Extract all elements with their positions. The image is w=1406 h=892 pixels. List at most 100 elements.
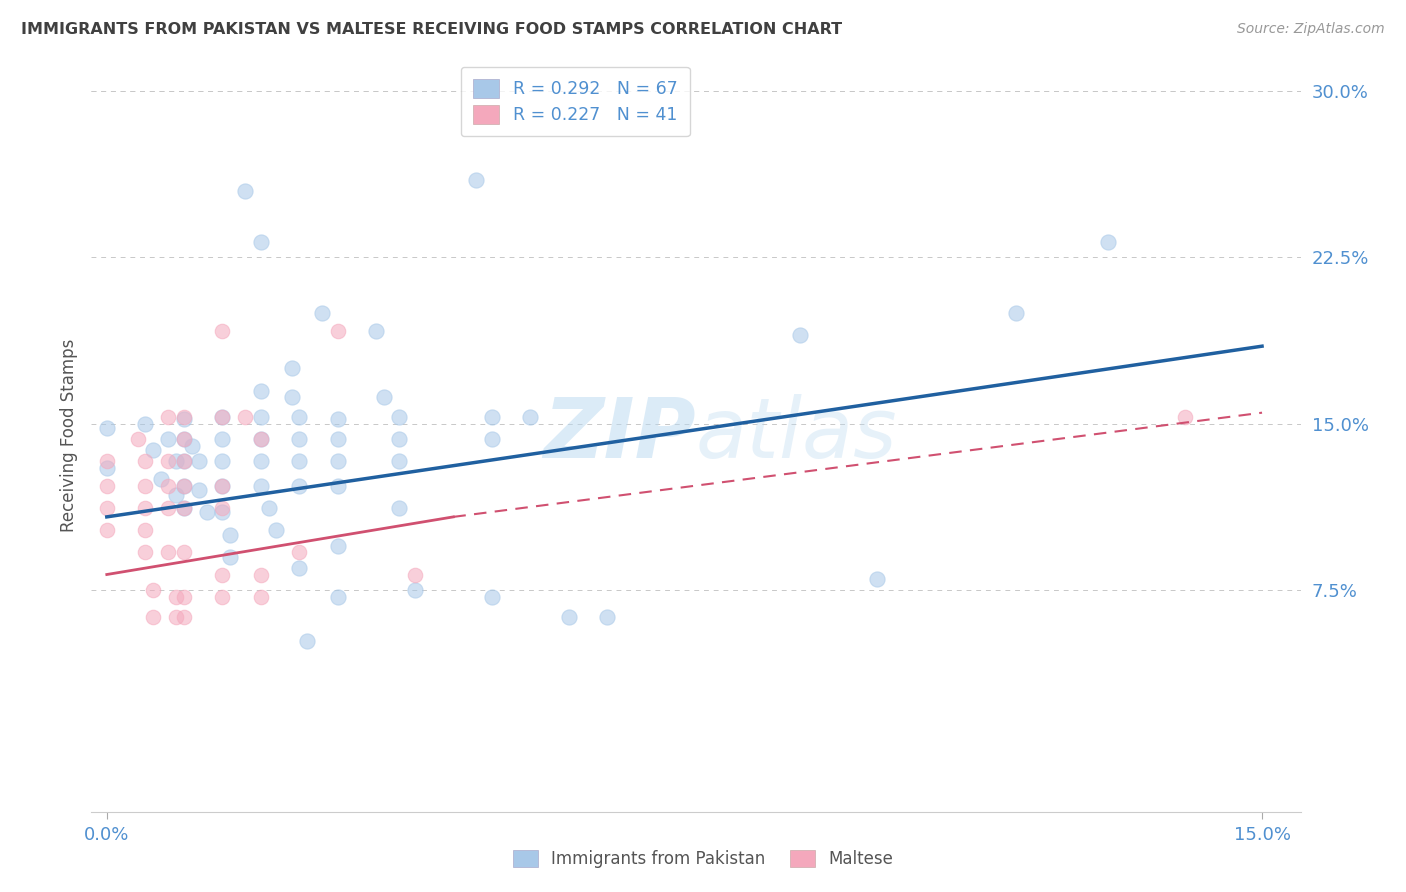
Point (366, 324, 388, 338)
Point (96, 501, 118, 516)
Point (326, 432, 349, 446)
Point (157, 501, 180, 516)
Point (173, 479, 195, 493)
Point (96, 454, 118, 468)
Point (157, 479, 180, 493)
Point (373, 390, 395, 404)
Point (326, 539, 349, 553)
Point (173, 609, 195, 624)
Point (173, 454, 195, 468)
Point (134, 545, 156, 559)
Point (96, 523, 118, 537)
Point (195, 505, 218, 519)
Point (388, 454, 411, 468)
Point (173, 454, 195, 468)
Point (264, 523, 287, 537)
Point (173, 501, 195, 516)
Point (288, 432, 311, 446)
Point (311, 306, 333, 320)
Point (173, 432, 195, 446)
Point (250, 432, 273, 446)
Point (257, 501, 280, 516)
Point (142, 582, 165, 597)
Point (465, 173, 488, 187)
Point (326, 590, 349, 604)
Legend: R = 0.292   N = 67, R = 0.227   N = 41: R = 0.292 N = 67, R = 0.227 N = 41 (461, 67, 689, 136)
Text: ZIP: ZIP (543, 394, 696, 475)
Point (134, 417, 156, 431)
Point (519, 410, 541, 425)
Point (326, 479, 349, 493)
Point (165, 488, 187, 502)
Point (288, 454, 311, 468)
Point (326, 454, 349, 468)
Point (211, 432, 233, 446)
Text: IMMIGRANTS FROM PAKISTAN VS MALTESE RECEIVING FOOD STAMPS CORRELATION CHART: IMMIGRANTS FROM PAKISTAN VS MALTESE RECE… (21, 22, 842, 37)
Point (288, 410, 311, 425)
Point (211, 567, 233, 582)
Point (134, 479, 156, 493)
Point (157, 432, 180, 446)
Point (250, 235, 273, 249)
Point (250, 454, 273, 468)
Point (180, 439, 202, 453)
Point (481, 432, 503, 446)
Point (211, 410, 233, 425)
Point (250, 567, 273, 582)
Point (250, 384, 273, 398)
Point (165, 590, 187, 604)
Point (235, 410, 257, 425)
Point (219, 549, 242, 564)
Point (96, 421, 118, 435)
Point (211, 590, 233, 604)
Point (96, 461, 118, 475)
Point (280, 361, 302, 376)
Point (866, 572, 889, 586)
Point (326, 412, 349, 426)
Point (288, 479, 311, 493)
Point (219, 527, 242, 541)
Point (481, 590, 503, 604)
Point (211, 479, 233, 493)
Point (388, 410, 411, 425)
Point (388, 432, 411, 446)
Point (173, 501, 195, 516)
Point (481, 410, 503, 425)
Point (211, 479, 233, 493)
Point (173, 432, 195, 446)
Point (1097, 235, 1119, 249)
Point (211, 324, 233, 338)
Point (288, 545, 311, 559)
Point (173, 412, 195, 426)
Point (295, 634, 318, 648)
Point (388, 501, 411, 516)
Text: Source: ZipAtlas.com: Source: ZipAtlas.com (1237, 22, 1385, 37)
Point (1174, 410, 1197, 425)
Point (211, 505, 233, 519)
Point (250, 479, 273, 493)
Point (134, 523, 156, 537)
Point (288, 561, 311, 575)
Point (211, 454, 233, 468)
Point (250, 432, 273, 446)
Point (211, 501, 233, 516)
Point (280, 390, 302, 404)
Point (173, 590, 195, 604)
Point (404, 567, 426, 582)
Point (188, 483, 211, 498)
Point (404, 582, 426, 597)
Point (165, 609, 187, 624)
Point (173, 410, 195, 425)
Point (250, 590, 273, 604)
Point (326, 324, 349, 338)
Point (173, 545, 195, 559)
Point (173, 479, 195, 493)
Point (134, 454, 156, 468)
Point (157, 454, 180, 468)
Y-axis label: Receiving Food Stamps: Receiving Food Stamps (59, 338, 77, 532)
Point (157, 545, 180, 559)
Text: atlas: atlas (696, 394, 897, 475)
Point (127, 432, 149, 446)
Point (142, 443, 165, 458)
Legend: Immigrants from Pakistan, Maltese: Immigrants from Pakistan, Maltese (506, 843, 900, 875)
